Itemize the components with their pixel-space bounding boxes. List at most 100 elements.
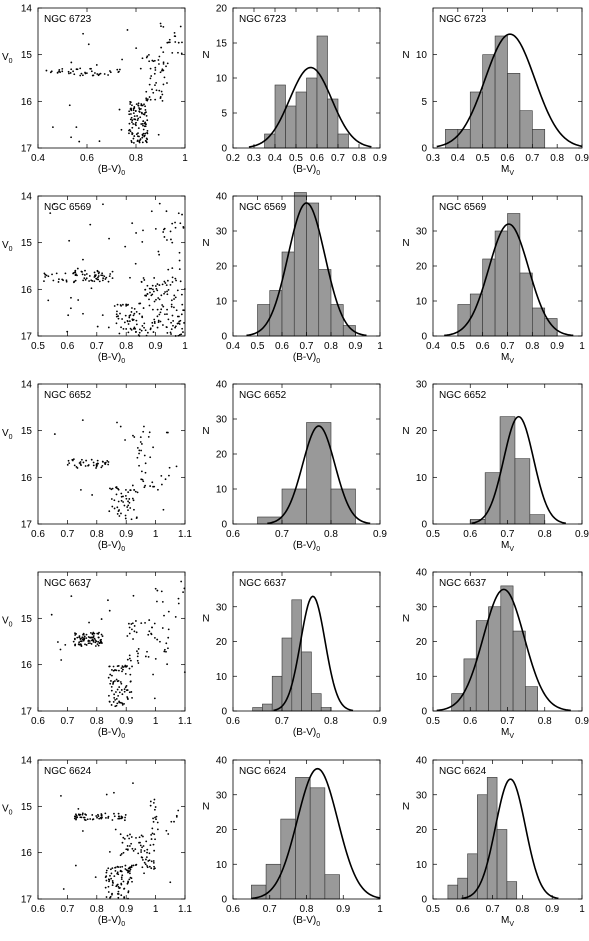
star-point	[169, 283, 172, 286]
star-point	[121, 702, 124, 705]
star-point	[101, 279, 104, 282]
star-point	[80, 458, 83, 461]
star-point	[118, 68, 121, 71]
star-point	[173, 306, 175, 309]
star-point	[140, 851, 143, 853]
star-point	[60, 794, 62, 797]
x-axis-label: MV	[501, 915, 514, 928]
histogram-bar	[324, 874, 340, 900]
y-tick-label: 17	[21, 520, 33, 531]
star-point	[130, 623, 133, 625]
star-point	[154, 867, 156, 870]
star-point	[144, 294, 146, 297]
star-point	[149, 485, 152, 487]
star-point	[109, 868, 112, 871]
x-tick-label: 0.2	[226, 153, 240, 164]
star-point	[180, 580, 183, 583]
star-point	[127, 331, 130, 334]
star-point	[116, 303, 119, 306]
star-point	[160, 308, 163, 311]
y-tick-label: 10	[416, 297, 428, 308]
star-point	[152, 802, 155, 804]
star-point	[96, 73, 99, 75]
histogram-bar	[512, 630, 526, 712]
star-point	[145, 840, 148, 843]
star-point	[58, 68, 61, 71]
star-point	[107, 867, 110, 870]
cluster-name-label: NGC 6723	[44, 14, 92, 25]
star-point	[130, 865, 133, 868]
star-point	[91, 280, 94, 282]
star-point	[154, 806, 157, 808]
star-point	[171, 52, 174, 54]
star-point	[120, 326, 122, 329]
star-point	[87, 43, 90, 46]
histogram-bar	[467, 853, 478, 900]
star-point	[129, 489, 132, 492]
star-point	[156, 828, 159, 831]
star-point	[133, 508, 135, 511]
star-point	[92, 74, 95, 77]
star-point	[70, 68, 73, 71]
star-point	[152, 290, 155, 293]
star-point	[97, 636, 100, 639]
star-point	[118, 509, 121, 511]
x-tick-label: 0.7	[60, 529, 74, 540]
histogram-bar	[252, 707, 263, 712]
star-point	[171, 276, 174, 279]
star-point	[113, 507, 116, 510]
star-point	[78, 641, 81, 644]
star-point	[118, 332, 121, 335]
histogram-bar	[506, 881, 518, 900]
star-point	[133, 115, 136, 118]
star-point	[136, 115, 139, 117]
star-point	[152, 861, 155, 864]
star-point	[153, 798, 156, 801]
star-point	[99, 639, 102, 642]
star-point	[141, 133, 144, 136]
y-tick-label: 40	[216, 756, 228, 767]
star-point	[69, 307, 72, 310]
star-point	[92, 818, 95, 820]
star-point	[120, 878, 123, 881]
star-point	[136, 139, 139, 142]
y-axis-label-text: V	[2, 428, 9, 439]
star-point	[143, 134, 146, 137]
y-axis-label-text: V	[2, 240, 9, 251]
star-point	[153, 485, 156, 488]
star-point	[149, 804, 152, 807]
star-point	[100, 274, 103, 277]
star-point	[109, 895, 112, 898]
star-point	[119, 312, 121, 315]
star-point	[163, 280, 166, 283]
star-point	[153, 300, 156, 303]
x-axis-label: MV	[501, 540, 514, 553]
star-point	[152, 820, 155, 823]
star-point	[72, 458, 75, 460]
star-point	[130, 328, 133, 331]
star-point	[120, 492, 123, 495]
x-tick-label: 0.8	[538, 716, 552, 727]
star-point	[98, 631, 100, 634]
star-point	[129, 130, 132, 133]
star-point	[43, 272, 46, 275]
star-point	[138, 141, 141, 144]
star-point	[163, 614, 165, 617]
star-point	[165, 284, 168, 287]
cluster-name-label: NGC 6652	[439, 390, 487, 401]
star-point	[160, 90, 163, 93]
star-point	[73, 73, 76, 76]
x-axis-label-text: (B-V)	[98, 352, 121, 363]
star-point	[76, 267, 79, 270]
x-tick-label: 0.6	[31, 716, 45, 727]
gaussian-fit-curve	[267, 425, 371, 525]
star-point	[73, 817, 76, 820]
y-tick-label: 14	[21, 756, 33, 767]
star-point	[161, 99, 164, 102]
star-point	[132, 434, 134, 437]
star-point	[125, 848, 128, 851]
star-point	[74, 864, 77, 867]
star-point	[142, 307, 145, 309]
star-point	[145, 111, 147, 114]
star-point	[153, 322, 156, 325]
